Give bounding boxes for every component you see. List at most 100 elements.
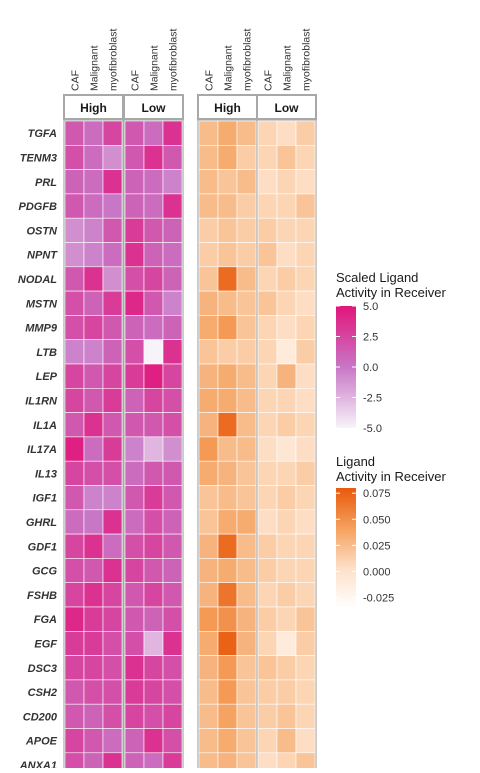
scaled-high-cell-IL13-caf xyxy=(64,460,85,486)
raw-high-cell-IGF1-malignant xyxy=(217,485,238,511)
raw-low-cell-LEP-caf xyxy=(257,363,278,389)
raw-low-cell-LEP-myofibroblast xyxy=(295,363,316,389)
scaled-high-strip-label: High xyxy=(80,101,107,115)
raw-high-cell-LEP-caf xyxy=(198,363,219,389)
scaled-low-cell-NODAL-caf xyxy=(124,266,145,292)
raw-high-cell-LTB-malignant xyxy=(217,339,238,365)
scaled-low-cell-FSHB-myofibroblast xyxy=(162,582,183,608)
ligand-label-NPNT: NPNT xyxy=(27,250,58,262)
scaled-low-cell-TGFA-myofibroblast xyxy=(162,120,183,146)
ligand-label-FGA: FGA xyxy=(34,614,57,626)
raw-low-cell-PDGFB-caf xyxy=(257,193,278,219)
scaled-low-cell-EGF-caf xyxy=(124,630,145,656)
raw-high-cell-ANXA1-malignant xyxy=(217,752,238,773)
raw-high-cell-TGFA-malignant xyxy=(217,120,238,146)
raw-low-cell-LTB-malignant xyxy=(276,339,297,365)
scaled-low-cell-LTB-malignant xyxy=(143,339,164,365)
raw-low-cell-MSTN-caf xyxy=(257,290,278,316)
scaled-low-cell-EGF-myofibroblast xyxy=(162,630,183,656)
scaled-low-cell-NPNT-caf xyxy=(124,242,145,268)
scaled-high-cell-GDF1-caf xyxy=(64,533,85,559)
raw-high-cell-APOE-myofibroblast xyxy=(236,728,257,754)
raw-high-cell-DSC3-malignant xyxy=(217,655,238,681)
scaled-low-cell-IL13-caf xyxy=(124,460,145,486)
scaled-high-cell-FGA-malignant xyxy=(83,606,104,632)
raw-high-cell-IL1RN-myofibroblast xyxy=(236,387,257,413)
scaled-low-cell-APOE-caf xyxy=(124,728,145,754)
raw-low-cell-NPNT-caf xyxy=(257,242,278,268)
scaled-high-cell-TGFA-caf xyxy=(64,120,85,146)
scaled-low-cell-PRL-caf xyxy=(124,169,145,195)
raw-high-cell-IL1RN-malignant xyxy=(217,387,238,413)
scaled-low-cell-PDGFB-caf xyxy=(124,193,145,219)
raw-high-cell-GCG-malignant xyxy=(217,558,238,584)
raw-low-cell-FSHB-malignant xyxy=(276,582,297,608)
scaled-high-cell-PDGFB-myofibroblast xyxy=(102,193,123,219)
ligand-label-MSTN: MSTN xyxy=(26,298,58,310)
scaled-high-cell-FSHB-malignant xyxy=(83,582,104,608)
raw-high-cell-GDF1-malignant xyxy=(217,533,238,559)
raw-low-cell-CSH2-malignant xyxy=(276,679,297,705)
scaled-low-cell-MSTN-caf xyxy=(124,290,145,316)
raw-high-cell-MMP9-caf xyxy=(198,315,219,340)
scaled-low-cell-IL17A-caf xyxy=(124,436,145,462)
ligand-label-IL17A: IL17A xyxy=(27,444,57,456)
scaled-low-cell-OSTN-caf xyxy=(124,217,145,243)
scaled-low-cell-GHRL-malignant xyxy=(143,509,164,535)
scaled-high-cell-ANXA1-malignant xyxy=(83,752,104,773)
raw-low-cell-TENM3-malignant xyxy=(276,145,297,170)
scaled-low-cell-LEP-caf xyxy=(124,363,145,389)
raw-high-cell-TENM3-myofibroblast xyxy=(236,145,257,170)
scaled-low-cell-IL17A-myofibroblast xyxy=(162,436,183,462)
ligand-label-GCG: GCG xyxy=(32,566,58,578)
raw-low-cell-OSTN-malignant xyxy=(276,217,297,243)
raw-high-cell-APOE-malignant xyxy=(217,728,238,754)
raw-low-cell-PRL-caf xyxy=(257,169,278,195)
scaled-low-cell-PDGFB-malignant xyxy=(143,193,164,219)
raw-high-cell-MSTN-myofibroblast xyxy=(236,290,257,316)
raw-low-cell-GDF1-malignant xyxy=(276,533,297,559)
scaled-high-cell-PDGFB-caf xyxy=(64,193,85,219)
raw-high-cell-GDF1-caf xyxy=(198,533,219,559)
raw-low-cell-TGFA-caf xyxy=(257,120,278,146)
raw-high-cell-MSTN-caf xyxy=(198,290,219,316)
scaled-high-cell-GDF1-malignant xyxy=(83,533,104,559)
scaled-high-cell-TENM3-myofibroblast xyxy=(102,145,123,170)
scaled-high-cell-GHRL-caf xyxy=(64,509,85,535)
raw-high-cell-CSH2-caf xyxy=(198,679,219,705)
raw-low-cell-APOE-caf xyxy=(257,728,278,754)
ligand-label-CD200: CD200 xyxy=(23,711,58,723)
scaled-low-cell-CSH2-malignant xyxy=(143,679,164,705)
scaled-low-cell-FGA-caf xyxy=(124,606,145,632)
scaled-high-cell-CD200-malignant xyxy=(83,703,104,729)
scaled-high-cell-IGF1-malignant xyxy=(83,485,104,511)
scaled-low-cell-IL1A-myofibroblast xyxy=(162,412,183,438)
scaled-high-col-label-caf: CAF xyxy=(70,70,82,91)
raw-high-cell-FGA-malignant xyxy=(217,606,238,632)
ligand-label-IL1RN: IL1RN xyxy=(25,395,58,407)
scaled-high-cell-IL1A-myofibroblast xyxy=(102,412,123,438)
scaled-low-cell-IL13-malignant xyxy=(143,460,164,486)
scaled-high-cell-CD200-caf xyxy=(64,703,85,729)
raw-low-cell-PRL-malignant xyxy=(276,169,297,195)
scaled-high-cell-CD200-myofibroblast xyxy=(102,703,123,729)
scaled-legend-title-line-1: Scaled Ligand xyxy=(336,270,418,285)
raw-low-cell-FGA-malignant xyxy=(276,606,297,632)
scaled-low-cell-OSTN-malignant xyxy=(143,217,164,243)
raw-low-cell-OSTN-myofibroblast xyxy=(295,217,316,243)
scaled-low-cell-IL1A-malignant xyxy=(143,412,164,438)
scaled-high-cell-ANXA1-caf xyxy=(64,752,85,773)
raw-low-cell-TENM3-myofibroblast xyxy=(295,145,316,170)
raw-high-cell-PDGFB-caf xyxy=(198,193,219,219)
raw-high-cell-IL17A-caf xyxy=(198,436,219,462)
scaled-high-cell-PRL-caf xyxy=(64,169,85,195)
scaled-high-cell-EGF-malignant xyxy=(83,630,104,656)
raw-low-cell-PRL-myofibroblast xyxy=(295,169,316,195)
scaled-high-cell-LEP-myofibroblast xyxy=(102,363,123,389)
raw-low-cell-IL1A-caf xyxy=(257,412,278,438)
scaled-high-cell-GCG-caf xyxy=(64,558,85,584)
raw-high-cell-IL1A-myofibroblast xyxy=(236,412,257,438)
scaled-low-strip xyxy=(123,94,184,120)
raw-high-cell-IL17A-malignant xyxy=(217,436,238,462)
